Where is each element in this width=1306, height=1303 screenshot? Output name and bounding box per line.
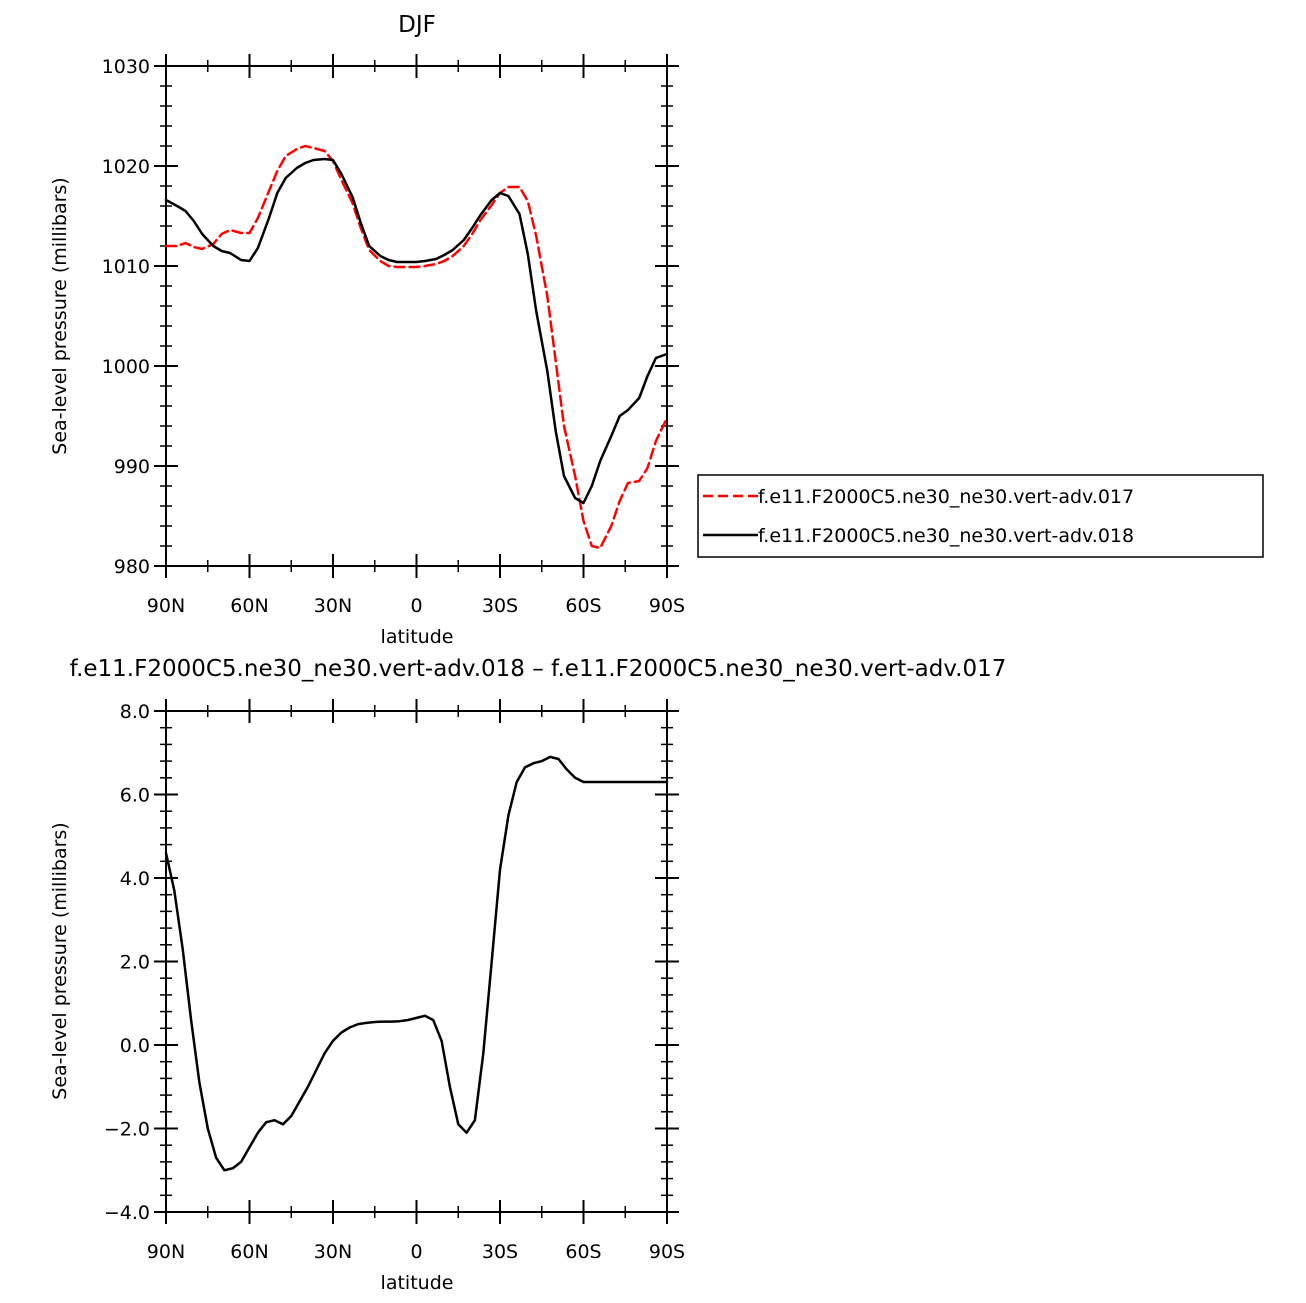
bottom-series-group — [164, 755, 669, 1172]
top-plot-frame — [165, 65, 668, 567]
x-tick-label: 30S — [482, 1241, 518, 1263]
y-tick-label: 1010 — [102, 256, 150, 278]
x-tick-label: 60S — [565, 595, 601, 617]
bottom-plot-title: f.e11.F2000C5.ne30_ne30.vert-adv.018 – f… — [70, 656, 1007, 682]
top-y-axis-title: Sea-level pressure (millibars) — [49, 177, 71, 454]
legend-box — [697, 474, 1264, 558]
top-y-tick-labels: 980 990 1000 1010 1020 1030 — [102, 56, 150, 578]
x-tick-label: 30N — [314, 1241, 352, 1263]
bottom-plot-frame — [165, 710, 668, 1213]
top-panel: DJF 980 990 1000 1010 1020 1030 90N 60N 30N 0 30S… — [49, 12, 685, 648]
y-tick-label: 4.0 — [120, 868, 150, 890]
x-tick-label: 90N — [147, 1241, 185, 1263]
x-tick-label: 0 — [410, 595, 422, 617]
series-line-solid — [164, 755, 669, 1172]
series-line-dashed — [164, 144, 669, 550]
x-tick-label: 30N — [314, 595, 352, 617]
legend: f.e11.F2000C5.ne30_ne30.vert-adv.017 f.e… — [697, 474, 1264, 558]
x-tick-label: 90S — [649, 595, 685, 617]
y-tick-label: 8.0 — [120, 701, 150, 723]
bottom-axis-ticks — [154, 699, 679, 1224]
x-tick-label: 90N — [147, 595, 185, 617]
y-tick-label: 2.0 — [120, 952, 150, 974]
bottom-y-tick-labels: −4.0 −2.0 0.0 2.0 4.0 6.0 8.0 — [104, 701, 150, 1224]
y-tick-label: 990 — [114, 456, 150, 478]
bottom-x-axis-title: latitude — [381, 1272, 454, 1294]
bottom-y-axis-title: Sea-level pressure (millibars) — [49, 822, 71, 1099]
legend-label-018: f.e11.F2000C5.ne30_ne30.vert-adv.018 — [758, 525, 1134, 547]
y-tick-label: 980 — [114, 556, 150, 578]
x-tick-label: 60N — [230, 595, 268, 617]
top-plot-title: DJF — [398, 12, 436, 38]
top-x-tick-labels: 90N 60N 30N 0 30S 60S 90S — [147, 595, 685, 617]
x-tick-label: 90S — [649, 1241, 685, 1263]
y-tick-label: 1030 — [102, 56, 150, 78]
y-tick-label: 6.0 — [120, 785, 150, 807]
x-tick-label: 60S — [565, 1241, 601, 1263]
series-line-solid — [164, 157, 669, 505]
y-tick-label: 1020 — [102, 156, 150, 178]
y-tick-label: −4.0 — [104, 1202, 150, 1224]
y-tick-label: 0.0 — [120, 1035, 150, 1057]
bottom-panel: f.e11.F2000C5.ne30_ne30.vert-adv.018 – f… — [49, 656, 1006, 1294]
bottom-x-tick-labels: 90N 60N 30N 0 30S 60S 90S — [147, 1241, 685, 1263]
y-tick-label: −2.0 — [104, 1119, 150, 1141]
x-tick-label: 0 — [410, 1241, 422, 1263]
legend-label-017: f.e11.F2000C5.ne30_ne30.vert-adv.017 — [758, 486, 1134, 508]
x-tick-label: 60N — [230, 1241, 268, 1263]
x-tick-label: 30S — [482, 595, 518, 617]
top-x-axis-title: latitude — [381, 626, 454, 648]
top-axis-ticks — [154, 54, 679, 578]
y-tick-label: 1000 — [102, 356, 150, 378]
top-series-group — [164, 144, 669, 550]
